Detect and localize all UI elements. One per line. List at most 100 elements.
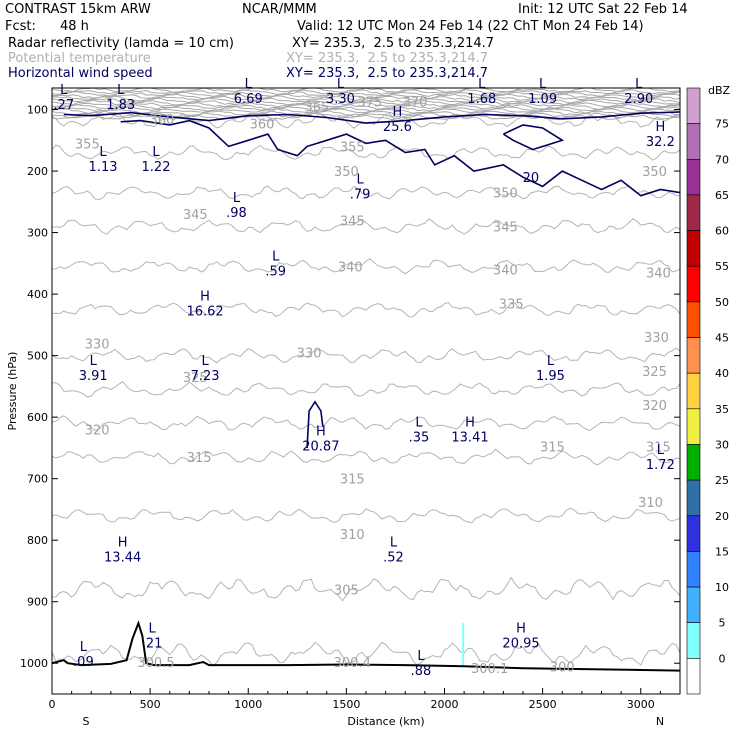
colorbar-tick-label: 35 — [715, 403, 729, 416]
theta-contour-strat — [52, 99, 680, 106]
extremum-value: .09 — [73, 655, 94, 670]
theta-label: 335 — [499, 297, 524, 312]
field-xy-theta: XY= 235.3, 2.5 to 235.3,214.7 — [286, 51, 489, 66]
colorbar-swatch — [686, 123, 701, 160]
colorbar-tick-label: 65 — [715, 189, 729, 202]
colorbar-tick-label: 25 — [715, 474, 729, 487]
extremum-kind: L — [390, 535, 398, 550]
theta-label: 305 — [334, 583, 359, 598]
extremum-value: 13.44 — [104, 550, 141, 565]
wind-contour-label: 20 — [523, 171, 540, 186]
x-tick-label: 2000 — [431, 698, 459, 711]
theta-contour-315 — [52, 448, 680, 466]
y-axis-label: Pressure (hPa) — [6, 352, 19, 431]
colorbar-swatch — [686, 551, 701, 588]
extremum-value: .27 — [53, 98, 74, 113]
y-tick-label: 200 — [27, 165, 48, 178]
theta-label: 300.1 — [471, 662, 508, 677]
field-xy-reflectivity: XY= 235.3, 2.5 to 235.3,214.7 — [292, 36, 495, 51]
theta-contour-305 — [52, 576, 680, 602]
theta-label: 320 — [642, 399, 667, 414]
theta-label: 355 — [75, 137, 100, 152]
fcst-label: Fcst: — [5, 19, 36, 34]
extremum-kind: H — [516, 622, 526, 637]
extremum-value: .52 — [383, 550, 404, 565]
theta-label: 365 — [305, 100, 330, 115]
field-name-wind: Horizontal wind speed — [8, 66, 153, 81]
y-tick-label: 700 — [27, 473, 48, 486]
theta-label: 340 — [338, 260, 363, 275]
theta-contour-330 — [52, 347, 680, 364]
theta-contour-345 — [52, 218, 680, 235]
terrain-line — [52, 620, 680, 672]
extremum-kind: L — [539, 77, 547, 92]
theta-label: 345 — [183, 208, 208, 223]
extremum-value: .98 — [226, 206, 247, 221]
extremum-kind: L — [60, 83, 68, 98]
colorbar-tick-label: 50 — [715, 296, 729, 309]
fcst-value: 48 h — [60, 19, 89, 34]
x-tick-label: 0 — [49, 698, 56, 711]
theta-label: 360 — [250, 118, 275, 133]
colorbar-tick-label: 15 — [715, 545, 729, 558]
theta-label: 325 — [183, 371, 208, 386]
theta-contour-strat — [52, 93, 680, 100]
extremum-kind: H — [316, 425, 326, 440]
extremum-value: 3.30 — [326, 92, 355, 107]
theta-label: 355 — [340, 140, 365, 155]
theta-contour-strat — [52, 101, 680, 108]
init-time: Init: 12 UTC Sat 22 Feb 14 — [518, 2, 688, 17]
colorbar-swatch — [686, 87, 701, 124]
colorbar-unit: dBZ — [708, 84, 731, 97]
contour-labels: 300.5 300.4 300.1 300 305 310 310 315 315 315 315 3… — [53, 77, 674, 679]
wind-contour — [306, 400, 324, 448]
org-label: NCAR/MMM — [242, 2, 317, 17]
extremum-value: .59 — [265, 264, 286, 279]
theta-label: 300.4 — [334, 656, 371, 671]
theta-label: 315 — [646, 441, 671, 456]
colorbar-tick-label: 10 — [715, 581, 729, 594]
theta-label: 300.5 — [137, 656, 174, 671]
colorbar-swatch — [686, 658, 701, 695]
colorbar-tick-label: 55 — [715, 260, 729, 273]
theta-contour-355 — [52, 144, 680, 161]
theta-contour-strat — [52, 103, 680, 110]
theta-label: 350 — [334, 165, 359, 180]
colorbar-tick-label: 5 — [719, 617, 726, 630]
extremum-kind: L — [547, 354, 555, 369]
extremum-value: .21 — [142, 637, 163, 652]
extremum-value: 6.69 — [234, 92, 263, 107]
y-tick-label: 600 — [27, 411, 48, 424]
extremum-value: 20.95 — [502, 637, 539, 652]
y-tick-label: 1000 — [20, 657, 48, 670]
theta-contour-strat — [52, 110, 680, 117]
y-tick-label: 500 — [27, 350, 48, 363]
y-tick-label: 100 — [27, 104, 48, 117]
extremum-kind: L — [657, 443, 665, 458]
extremum-kind: L — [233, 191, 241, 206]
valid-time: Valid: 12 UTC Mon 24 Feb 14 (22 ChT Mon … — [297, 19, 644, 34]
extremum-kind: L — [80, 640, 88, 655]
colorbar-tick-label: 40 — [715, 367, 729, 380]
theta-label: 330 — [644, 331, 669, 346]
theta-contour-strat — [52, 114, 680, 121]
extremum-value: 25.6 — [383, 120, 412, 135]
theta-label: 320 — [85, 423, 110, 438]
theta-label: 370 — [403, 96, 428, 111]
extremum-value: 1.22 — [142, 160, 171, 175]
colorbar-swatch — [686, 408, 701, 445]
colorbar-swatch — [686, 479, 701, 517]
extremum-kind: H — [200, 289, 210, 304]
field-name-reflectivity: Radar reflectivity (lamda = 10 cm) — [8, 36, 234, 51]
wind-contour — [63, 111, 680, 124]
extremum-value: 20.87 — [302, 440, 339, 455]
colorbar-swatch — [686, 372, 701, 410]
y-tick-label: 900 — [27, 596, 48, 609]
colorbar-swatch — [686, 586, 701, 624]
theta-contour-320 — [52, 415, 680, 432]
extremum-kind: L — [478, 77, 486, 92]
theta-contour-strat — [52, 91, 680, 98]
x-end-label-north: N — [656, 715, 664, 728]
y-tick-label: 800 — [27, 534, 48, 547]
extremum-value: 3.91 — [79, 369, 108, 384]
